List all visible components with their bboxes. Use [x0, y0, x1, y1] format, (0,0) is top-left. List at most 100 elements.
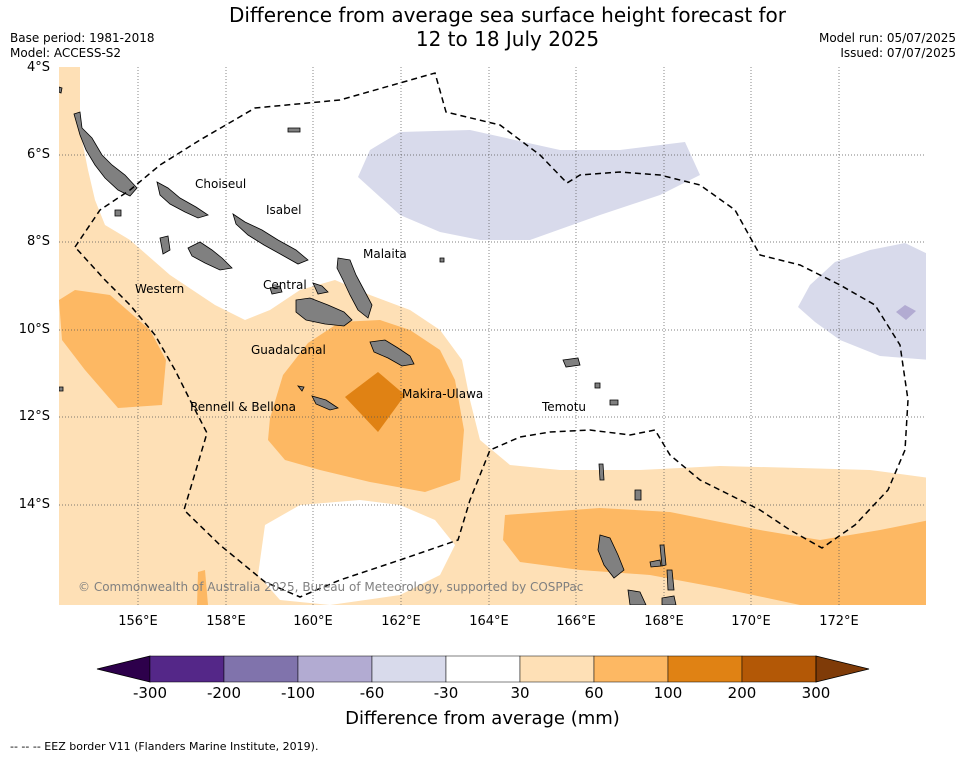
- island-espiritu-santo: [597, 534, 625, 579]
- island-malaita: [336, 257, 373, 319]
- title-line-1: Difference from average sea surface heig…: [228, 3, 787, 27]
- island-vella: [159, 235, 171, 255]
- island-guadalcanal: [295, 297, 353, 327]
- island-isabel: [232, 213, 309, 265]
- region-label-central: Central: [263, 278, 307, 292]
- colorbar-tick: 200: [727, 684, 757, 702]
- island-ambae: [649, 559, 662, 568]
- island-reef: [598, 463, 605, 481]
- colorbar-tick: 30: [510, 684, 530, 702]
- colorbar-tick: -300: [132, 684, 168, 702]
- island-sikaiana: [439, 257, 445, 263]
- shading-neg-60-100: [896, 305, 916, 320]
- copyright-notice: © Commonwealth of Australia 2025, Bureau…: [78, 580, 584, 594]
- base-period: Base period: 1981-2018: [10, 31, 155, 45]
- region-label-isabel: Isabel: [266, 203, 302, 217]
- colorbar-bin-4: [371, 655, 447, 683]
- shading-60-100-west: [59, 290, 166, 408]
- island-vanikoro: [609, 399, 619, 406]
- colorbar-bin-9: [741, 655, 817, 683]
- colorbar-tick: -60: [359, 684, 385, 702]
- shading-near-average-south: [258, 500, 455, 605]
- colorbar: [96, 655, 870, 683]
- colorbar-arrow-right: [815, 655, 870, 683]
- lat-label: 6°S: [26, 147, 50, 162]
- island-bougainville: [73, 111, 138, 197]
- lon-label: 156°E: [118, 614, 158, 629]
- shading-neg-30-60-center: [358, 130, 700, 240]
- region-label-malaita: Malaita: [363, 247, 407, 261]
- lat-label: 4°S: [26, 60, 50, 75]
- island-russell: [269, 285, 283, 295]
- colorbar-bin-3: [297, 655, 373, 683]
- model-run: Model run: 05/07/2025: [818, 31, 956, 45]
- island-makira: [369, 339, 415, 367]
- island-utupua: [594, 382, 601, 389]
- lon-label: 168°E: [644, 614, 684, 629]
- island-florida: [312, 282, 329, 295]
- region-label-choiseul: Choiseul: [195, 177, 247, 191]
- island-rennell: [311, 395, 339, 411]
- colorbar-title: Difference from average (mm): [345, 708, 620, 729]
- island-malekula: [627, 589, 647, 605]
- shading-100-200: [345, 372, 405, 432]
- colorbar-tick: 300: [801, 684, 831, 702]
- colorbar-arrow-left: [96, 655, 151, 683]
- lat-label: 12°S: [18, 409, 50, 424]
- island-choiseul: [156, 181, 209, 219]
- map-area: [59, 67, 926, 605]
- lat-label: 14°S: [18, 497, 50, 512]
- region-label-western: Western: [135, 282, 185, 296]
- shading-neg-30-60-east: [798, 243, 926, 360]
- colorbar-bin-5: [445, 655, 521, 683]
- colorbar-bin-2: [223, 655, 299, 683]
- shading-60-100-small: [197, 570, 208, 605]
- lon-label: 166°E: [556, 614, 596, 629]
- colorbar-bin-6: [519, 655, 595, 683]
- lon-label: 162°E: [381, 614, 421, 629]
- island-pentecost: [666, 569, 675, 591]
- island-shortland: [114, 209, 122, 217]
- island-small-nw: [59, 86, 63, 94]
- land-masses: [59, 86, 677, 605]
- lon-label: 160°E: [293, 614, 333, 629]
- lon-label: 172°E: [819, 614, 859, 629]
- island-santa-cruz: [562, 357, 581, 368]
- colorbar-tick: -30: [433, 684, 459, 702]
- island-bellona: [297, 385, 305, 392]
- region-label-guadalcanal: Guadalcanal: [251, 343, 326, 357]
- lat-label: 10°S: [18, 322, 50, 337]
- region-label-temotu: Temotu: [542, 400, 587, 414]
- footnote-eez: -- -- -- EEZ border V11 (Flanders Marine…: [10, 740, 319, 753]
- island-ontong: [287, 127, 301, 133]
- island-maewo: [659, 544, 667, 567]
- meta-right: Model run: 05/07/2025 Issued: 07/07/2025: [819, 31, 956, 61]
- shading-near-average-north: [80, 67, 926, 478]
- colorbar-bin-7: [593, 655, 669, 683]
- issued-date: Issued: 07/07/2025: [840, 46, 956, 60]
- island-epi: [661, 595, 677, 605]
- colorbar-bin-1: [149, 655, 225, 683]
- lon-label: 158°E: [206, 614, 246, 629]
- map-title: Difference from average sea surface heig…: [190, 3, 825, 51]
- colorbar-tick: -200: [206, 684, 242, 702]
- region-label-rennell: Rennell & Bellona: [190, 400, 297, 414]
- lat-label: 8°S: [26, 234, 50, 249]
- island-small-w: [59, 386, 64, 392]
- colorbar-tick: -100: [280, 684, 316, 702]
- colorbar-bin-8: [667, 655, 743, 683]
- model-name: Model: ACCESS-S2: [10, 46, 122, 60]
- meta-left: Base period: 1981-2018 Model: ACCESS-S2: [10, 31, 155, 61]
- title-line-2: 12 to 18 July 2025: [415, 27, 600, 51]
- colorbar-tick: 100: [653, 684, 683, 702]
- eez-border: [74, 72, 909, 598]
- island-banks: [634, 489, 642, 501]
- island-new-georgia: [187, 241, 233, 271]
- lon-label: 164°E: [469, 614, 509, 629]
- lon-label: 170°E: [731, 614, 771, 629]
- colorbar-tick: 60: [584, 684, 604, 702]
- graticule: [59, 67, 926, 605]
- shading-60-100-south: [503, 508, 926, 605]
- region-label-makira: Makira-Ulawa: [402, 387, 484, 401]
